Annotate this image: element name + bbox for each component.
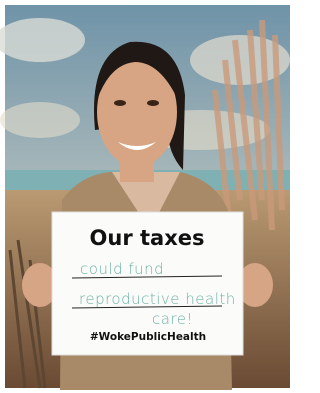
sign: Our taxes could fund reproductive health… [52,212,243,355]
sign-heading: Our taxes [90,226,205,250]
hashtag: #WokePublicHealth [90,331,206,343]
page: Our taxes could fund reproductive health… [0,0,295,393]
photo: Our taxes could fund reproductive health… [0,0,295,393]
handwriting-line: could fund [80,260,164,278]
handwriting-line: care! [152,310,193,328]
handwriting-line: reproductive health [79,290,236,308]
